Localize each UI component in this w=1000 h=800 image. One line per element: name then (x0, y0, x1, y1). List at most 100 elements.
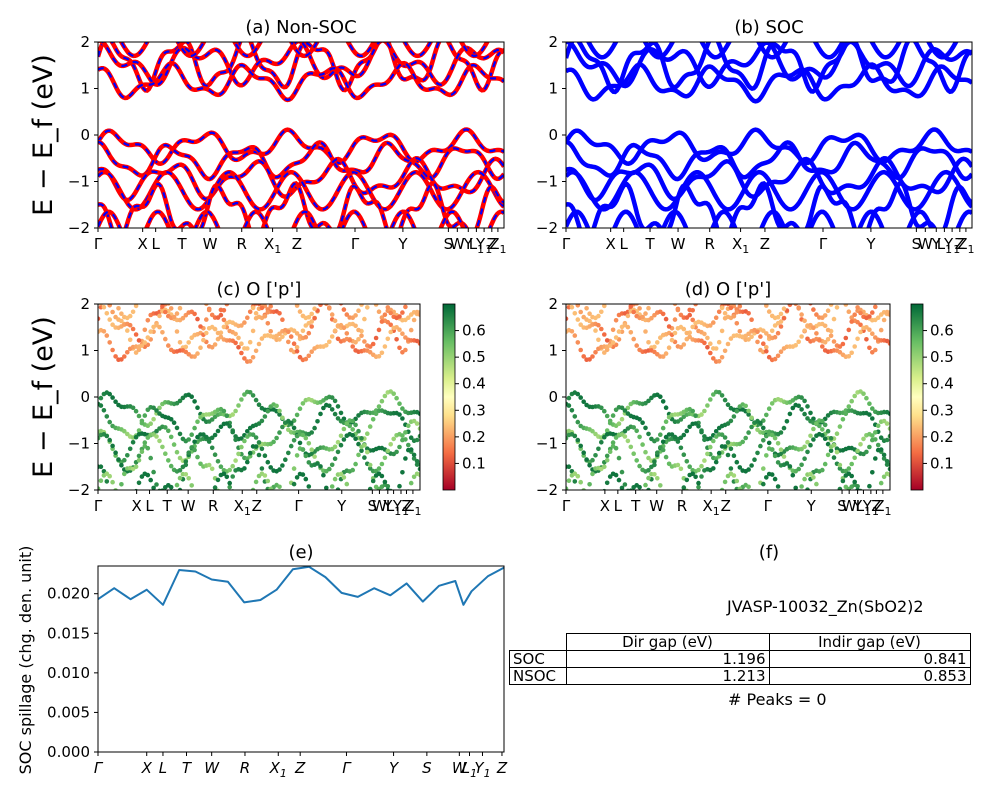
projection-point (796, 306, 801, 311)
projection-point (186, 450, 191, 456)
projection-point (761, 466, 766, 471)
x-tick-label: T (182, 759, 193, 777)
projection-point (749, 463, 754, 468)
projection-point (613, 445, 619, 451)
projection-point (142, 440, 148, 445)
projection-point (719, 355, 725, 360)
projection-point (96, 289, 101, 294)
projection-point (702, 434, 707, 439)
projection-point (737, 329, 743, 334)
projection-point (294, 349, 300, 354)
projection-point (772, 356, 778, 362)
projection-point (790, 472, 796, 478)
projection-point (613, 335, 619, 340)
projection-point (702, 331, 707, 337)
projection-point (823, 505, 828, 510)
projection-point (186, 288, 191, 293)
projection-point (177, 475, 183, 481)
projection-point (581, 354, 586, 359)
projection-point (119, 311, 124, 317)
projection-point (628, 304, 634, 309)
projection-point (221, 408, 227, 414)
projection-point (209, 445, 215, 451)
projection-point (268, 329, 274, 334)
projection-point (787, 304, 793, 308)
projection-point (101, 329, 107, 334)
projection-point (887, 433, 890, 439)
projection-point (303, 435, 309, 441)
projection-point (215, 459, 221, 464)
projection-point (576, 288, 581, 293)
x-tick-label: W (918, 235, 933, 253)
projection-point (195, 316, 200, 322)
projection-point (327, 466, 332, 472)
panel-b-title: (b) SOC (734, 17, 803, 38)
projection-point (808, 471, 813, 477)
projection-point (764, 304, 769, 308)
projection-point (719, 393, 725, 398)
projection-point (280, 424, 285, 430)
projection-point (684, 330, 690, 336)
projection-point (280, 317, 285, 323)
projection-point (236, 451, 241, 457)
projection-point (137, 297, 142, 302)
projection-point (195, 434, 200, 440)
x-tick-label: Y (397, 235, 408, 253)
projection-point (593, 453, 598, 458)
projection-point (708, 323, 713, 328)
projection-point (799, 334, 804, 339)
projection-point (119, 357, 124, 362)
projection-point (725, 452, 731, 458)
projection-point (623, 291, 628, 296)
projection-point (687, 424, 692, 430)
projection-point (353, 323, 358, 329)
projection-point (350, 433, 356, 438)
projection-point (566, 395, 572, 401)
projection-point (116, 306, 121, 311)
projection-point (584, 494, 589, 499)
projection-point (728, 418, 734, 424)
projection-point (873, 347, 878, 353)
y-tick-label: 2 (80, 33, 90, 51)
projection-point (330, 501, 335, 506)
projection-point (725, 402, 731, 408)
colorbar-tick-label: 0.2 (462, 428, 486, 446)
projection-point (309, 349, 315, 355)
projection-point (616, 455, 622, 461)
projection-point (344, 421, 350, 426)
projection-point (356, 452, 361, 458)
projection-point (239, 350, 244, 356)
projection-point (705, 451, 710, 457)
projection-point (876, 298, 881, 303)
projection-point (136, 480, 142, 486)
projection-point (778, 447, 784, 453)
x-tick-label: X (600, 497, 610, 515)
projection-point (761, 341, 766, 347)
projection-point (734, 478, 740, 484)
projection-point (400, 470, 405, 475)
projection-point (846, 466, 852, 471)
projection-point (329, 484, 335, 489)
projection-point (417, 312, 420, 317)
projection-point (690, 308, 695, 313)
projection-point (356, 441, 361, 447)
projection-point (382, 479, 388, 485)
projection-point (136, 338, 142, 343)
projection-point (379, 461, 385, 467)
projection-point (663, 405, 669, 411)
projection-point (230, 412, 235, 417)
projection-point (755, 499, 760, 504)
projection-point (101, 304, 107, 310)
band-line-soc (566, 180, 972, 228)
projection-point (411, 317, 417, 323)
projection-point (887, 312, 890, 317)
projection-point (637, 306, 642, 311)
projection-point (101, 408, 107, 413)
projection-point (324, 298, 329, 303)
projection-point (353, 436, 358, 442)
x-tick-label: Γ (819, 235, 828, 253)
x-tick-label: X1 (732, 235, 749, 256)
projection-point (873, 304, 878, 310)
colorbar-tick-label: 0.3 (930, 401, 954, 419)
projection-point (590, 471, 595, 477)
